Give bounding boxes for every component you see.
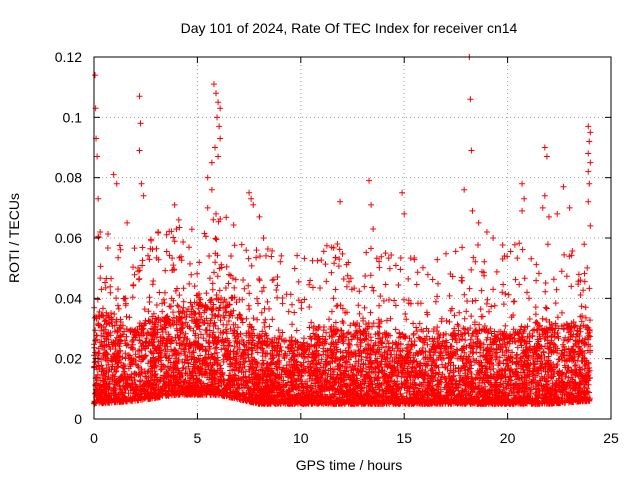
data-point xyxy=(370,225,377,232)
data-point xyxy=(585,150,592,157)
data-point xyxy=(217,135,224,142)
data-point xyxy=(210,81,217,88)
x-tick-label: 0 xyxy=(90,430,98,446)
data-point xyxy=(519,207,526,214)
data-point xyxy=(543,153,550,160)
y-tick-label: 0.06 xyxy=(55,230,82,246)
data-point xyxy=(560,183,567,190)
data-point xyxy=(171,201,178,208)
x-tick-label: 15 xyxy=(396,430,412,446)
data-points xyxy=(91,54,594,407)
data-point xyxy=(94,153,101,160)
data-point xyxy=(136,147,143,154)
axes: 0 5 10 15 20 25 0 0.02 0.04 0.06 0.08 0.1 0.12 xyxy=(55,49,619,446)
data-point xyxy=(519,180,526,187)
data-point xyxy=(140,192,147,199)
data-point xyxy=(541,144,548,151)
data-point xyxy=(213,210,220,217)
data-point xyxy=(217,105,224,112)
data-point xyxy=(539,204,546,211)
data-point xyxy=(554,210,561,217)
data-point xyxy=(483,228,490,235)
data-point xyxy=(211,144,218,151)
y-tick-label: 0.12 xyxy=(55,49,82,65)
data-point xyxy=(113,180,120,187)
data-point xyxy=(586,138,593,145)
data-point xyxy=(399,189,406,196)
data-point xyxy=(248,195,255,202)
data-point xyxy=(216,123,223,130)
data-point xyxy=(95,195,102,202)
data-point xyxy=(250,201,257,208)
data-point xyxy=(155,228,162,235)
chart-title: Day 101 of 2024, Rate Of TEC Index for r… xyxy=(181,20,518,36)
data-point xyxy=(97,228,104,235)
data-point xyxy=(256,213,263,220)
data-point xyxy=(260,235,267,241)
data-point xyxy=(461,186,468,193)
data-point xyxy=(136,93,143,100)
data-point xyxy=(541,192,548,199)
data-point xyxy=(475,219,482,226)
data-point xyxy=(110,171,117,178)
data-point xyxy=(204,204,211,211)
data-point xyxy=(585,123,592,130)
data-point xyxy=(368,201,375,208)
data-point xyxy=(468,147,475,154)
data-point xyxy=(175,216,182,223)
data-point xyxy=(124,219,131,226)
data-point xyxy=(469,207,476,214)
data-point xyxy=(585,168,592,175)
grid xyxy=(94,57,611,419)
data-point xyxy=(215,99,222,106)
x-tick-label: 10 xyxy=(293,430,309,446)
x-tick-label: 20 xyxy=(500,430,516,446)
data-point xyxy=(521,195,528,202)
data-point xyxy=(246,189,253,196)
y-tick-label: 0.02 xyxy=(55,351,82,367)
y-tick-label: 0 xyxy=(74,411,82,427)
data-point xyxy=(382,250,389,257)
x-tick-label: 25 xyxy=(603,430,619,446)
data-point xyxy=(366,177,373,184)
data-point xyxy=(585,198,592,205)
data-point xyxy=(215,153,222,160)
data-point xyxy=(586,180,593,187)
data-point xyxy=(337,198,344,205)
data-point xyxy=(566,204,573,211)
data-point xyxy=(587,159,594,166)
y-tick-label: 0.04 xyxy=(55,290,82,306)
data-point xyxy=(587,222,594,229)
data-point xyxy=(545,213,552,220)
data-point xyxy=(138,180,145,187)
data-point xyxy=(204,174,211,181)
data-point xyxy=(208,186,215,193)
data-point xyxy=(490,235,497,241)
data-point xyxy=(587,129,594,136)
data-point xyxy=(401,210,408,217)
data-point xyxy=(213,90,220,97)
data-point xyxy=(214,114,221,121)
data-point xyxy=(137,120,144,127)
x-tick-label: 5 xyxy=(194,430,202,446)
y-tick-label: 0.1 xyxy=(63,109,83,125)
x-axis-label: GPS time / hours xyxy=(296,457,403,473)
data-point xyxy=(467,96,474,103)
point-cloud xyxy=(91,214,594,407)
data-point xyxy=(92,72,99,79)
y-axis-label: ROTI / TECUs xyxy=(6,193,22,283)
y-tick-label: 0.08 xyxy=(55,170,82,186)
data-point xyxy=(208,159,215,166)
